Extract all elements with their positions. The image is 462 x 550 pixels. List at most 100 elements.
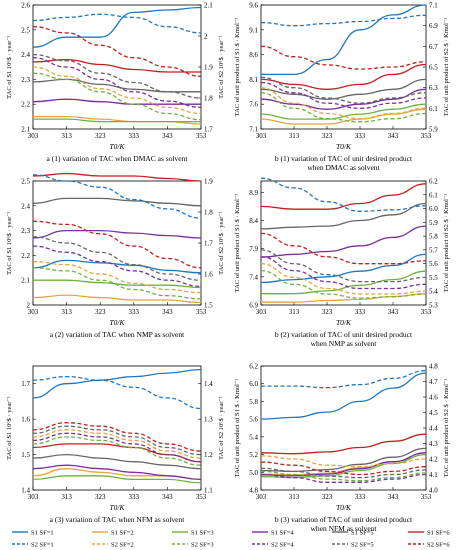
- y-left-tick-label: 5.2: [249, 451, 258, 459]
- y-left-axis-title: TAC of S1 10⁶$ · year⁻¹: [6, 211, 13, 275]
- chart-panel: 303 313 323 333 343 353 2.1 2.2 2.3 2.4 2.5 2.6 1.7 1…: [6, 2, 225, 164]
- legend: S1 SF=1 S1 SF=2 S1 SF=3 S1 SF=4 S1 SF=5 S1 SF…: [12, 530, 450, 549]
- y-right-tick-label: 5.4: [429, 288, 438, 296]
- series-line: [260, 249, 427, 283]
- series-line: [32, 13, 202, 34]
- y-left-tick-label: 8.4: [249, 217, 258, 225]
- y-right-tick-label: 5.9: [429, 126, 438, 134]
- legend-label: S1 SF=4: [271, 530, 294, 537]
- y-left-tick-label: 5.0: [249, 469, 258, 477]
- series-line: [260, 225, 427, 258]
- series-line: [32, 6, 202, 48]
- y-right-tick-label: 5.9: [429, 219, 438, 227]
- y-left-tick-label: 5.8: [249, 398, 258, 406]
- y-right-tick-label: 6.0: [429, 205, 438, 213]
- y-left-tick-label: 1.7: [21, 380, 30, 388]
- legend-label: S2 SF=5: [351, 542, 374, 549]
- x-tick-label: 333: [355, 308, 366, 316]
- y-left-tick-label: 2.4: [21, 202, 30, 210]
- y-left-axis-title: TAC of S1 10⁶$ · year⁻¹: [6, 35, 13, 99]
- y-right-tick-label: 1.9: [204, 64, 213, 72]
- series-line: [32, 294, 202, 304]
- y-left-tick-label: 2.5: [21, 26, 30, 34]
- series-line: [260, 88, 427, 110]
- series-line: [260, 92, 427, 123]
- y-right-axis-title: TAC of S2 10⁶$ · year⁻¹: [218, 211, 225, 275]
- y-right-tick-label: 1.9: [204, 178, 213, 186]
- y-left-tick-label: 5.6: [249, 416, 258, 424]
- x-tick-label: 333: [355, 132, 366, 140]
- panel-caption: when NMP as solvent: [311, 339, 378, 348]
- panel-caption: a (3) variation of TAC when NFM as solve…: [50, 515, 186, 524]
- series-line: [32, 432, 202, 463]
- y-left-axis-title: TAC of unit product of S1 $ · Kmol⁻¹: [234, 194, 241, 293]
- y-left-tick-label: 2.3: [21, 76, 30, 84]
- y-right-tick-label: 4.8: [429, 363, 438, 371]
- x-tick-label: 303: [256, 132, 267, 140]
- y-right-tick-label: 1.4: [204, 380, 213, 388]
- x-axis-title: T0/K: [109, 318, 125, 327]
- series-line: [32, 425, 202, 456]
- y-left-tick-label: 2.4: [21, 51, 30, 59]
- x-tick-label: 313: [61, 132, 72, 140]
- series-line: [260, 270, 427, 295]
- legend-label: S2 SF=3: [191, 542, 214, 549]
- x-tick-label: 313: [61, 308, 72, 316]
- series-line: [260, 447, 427, 473]
- series-line: [32, 475, 202, 484]
- legend-label: S1 SF=1: [31, 530, 54, 537]
- series-line: [32, 260, 202, 294]
- y-left-tick-label: 8.9: [249, 189, 258, 197]
- panel-caption: b (2) variation of TAC of unit desired p…: [275, 330, 413, 339]
- series-line: [32, 115, 202, 125]
- y-right-tick-label: 4.0: [429, 487, 438, 495]
- series-line: [32, 267, 202, 300]
- chart-panel: 303 313 323 333 343 353 4.8 5.0 5.2 5.4 5.6 5.8 6.0 6…: [234, 363, 450, 534]
- series-line: [32, 443, 202, 463]
- plot-frame: [32, 365, 202, 491]
- series-line: [260, 470, 427, 482]
- x-tick-label: 303: [28, 493, 39, 501]
- x-tick-label: 313: [289, 308, 300, 316]
- series-line: [32, 259, 202, 274]
- chart-panel: 303 313 323 333 343 353 2 2.1 2.2 2.3 2.4 2.5 1.5 1.6…: [6, 172, 225, 339]
- x-tick-label: 353: [196, 132, 207, 140]
- x-tick-label: 323: [95, 308, 106, 316]
- y-right-tick-label: 6.1: [429, 191, 438, 199]
- y-right-axis-title: TAC of unit product of S2 $ · Kmol⁻¹: [443, 379, 450, 478]
- series-line: [32, 174, 202, 219]
- y-left-tick-label: 2.5: [21, 178, 30, 186]
- series-line: [32, 368, 202, 399]
- series-line: [260, 473, 427, 483]
- y-left-tick-label: 1.6: [21, 416, 30, 424]
- series-line: [260, 433, 427, 455]
- panel-caption: a (1) variation of TAC when DMAC as solv…: [47, 154, 189, 163]
- series-line: [32, 197, 202, 207]
- y-left-tick-label: 5.4: [249, 433, 258, 441]
- y-right-tick-label: 6.3: [429, 84, 438, 92]
- y-left-tick-label: 7.1: [249, 126, 258, 134]
- y-right-axis-title: TAC of unit product of S2 $ · Kmol⁻¹: [443, 18, 450, 117]
- x-axis-title: T0/K: [336, 318, 352, 327]
- series-line: [32, 236, 202, 281]
- y-left-axis-title: TAC of unit product of S1 $ · Kmol⁻¹: [234, 379, 241, 478]
- x-axis-title: T0/K: [336, 142, 352, 151]
- x-tick-label: 333: [129, 308, 140, 316]
- x-tick-label: 353: [196, 493, 207, 501]
- legend-label: S2 SF=6: [427, 542, 450, 549]
- y-left-tick-label: 2.3: [21, 227, 30, 235]
- x-tick-label: 353: [421, 132, 432, 140]
- series-line: [32, 436, 202, 466]
- series-line: [32, 26, 202, 77]
- series-line: [260, 455, 427, 468]
- x-tick-label: 343: [388, 308, 399, 316]
- series-line: [260, 14, 427, 27]
- y-left-tick-label: 7.6: [249, 101, 258, 109]
- series-line: [32, 98, 201, 105]
- y-right-axis-title: TAC of S2 10⁶$ · year⁻¹: [218, 396, 225, 460]
- y-left-tick-label: 2.1: [21, 277, 30, 285]
- series-line: [260, 78, 427, 100]
- series-line: [32, 220, 202, 269]
- x-tick-label: 313: [289, 493, 300, 501]
